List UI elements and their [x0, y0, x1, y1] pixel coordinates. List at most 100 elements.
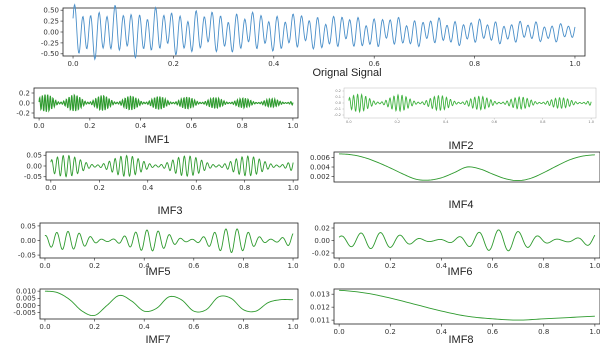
imf1-y-tick-label: -0.2: [16, 109, 30, 117]
imf1-x-tick-label: 0.8: [237, 122, 248, 130]
imf6-y-tick-label: 0.02: [314, 224, 330, 232]
imf6-x-tick-label: 0.4: [436, 262, 448, 270]
imf1-x-tick-label: 0.0: [34, 122, 45, 130]
imf4-series-line: [339, 153, 595, 182]
imf8-x-tick-label: 0.0: [334, 328, 345, 336]
imf7-y-tick-label: -0.005: [13, 309, 36, 317]
imf3-frame: [45, 151, 299, 181]
imf6-y-tick-label: 0.00: [314, 237, 330, 245]
orig-x-tick-label: 0.2: [168, 60, 179, 68]
panel-imf6: 0.0 0.2 0.4 0.6 0.8 1.0 0.02 0.00 -0.02 IMF6: [312, 222, 600, 278]
orig-title: Orignal Signal: [312, 67, 381, 79]
imf6-x-tick-label: 0.2: [385, 262, 396, 270]
orig-y-tick-label: -0.50: [41, 50, 59, 58]
imf2-y-tick-label: -0.2: [334, 113, 341, 117]
imf5-y-tick-label: 0.05: [20, 222, 36, 230]
imf5-frame: [39, 222, 299, 259]
orig-x-tick-label: 0.4: [268, 60, 280, 68]
panel-imf2: 0.0 0.2 0.4 0.6 0.8 1.0 0.2 0.1 0.0 -0.1 -0.2 IMF2: [334, 87, 597, 152]
orig-x-tick-label: 0.6: [369, 60, 381, 68]
panel-imf3: 0.0 0.2 0.4 0.6 0.8 1.0 0.05 0.00 -0.05 IMF3: [24, 151, 299, 217]
imf1-title: IMF1: [144, 134, 169, 146]
imf2-x-tick-label: 0.8: [540, 120, 546, 124]
imf1-x-tick-label: 0.4: [135, 122, 147, 130]
panel-imf5: 0.0 0.2 0.4 0.6 0.8 1.0 0.05 0.00 -0.05 IMF5: [18, 222, 299, 278]
imf8-x-tick-label: 0.4: [436, 328, 448, 336]
imf4-y-tick-label: 0.004: [310, 163, 331, 171]
imf8-x-tick-label: 0.2: [385, 328, 396, 336]
imf1-x-tick-label: 0.6: [186, 122, 198, 130]
imf2-x-tick-label: 0.2: [395, 120, 401, 124]
imf5-x-tick-label: 1.0: [287, 262, 298, 270]
orig-x-tick-label: 0.0: [67, 60, 78, 68]
imf6-frame: [333, 222, 600, 259]
imf7-x-tick-label: 1.0: [287, 323, 298, 331]
panel-imf8: 0.0 0.2 0.4 0.6 0.8 1.0 0.013 0.012 0.011 IMF8: [310, 288, 600, 346]
imf2-y-tick-label: 0.1: [335, 95, 341, 99]
imf7-series-line: [44, 290, 294, 317]
imf2-x-tick-label: 1.0: [588, 120, 594, 124]
imf5-x-tick-label: 0.4: [139, 262, 151, 270]
imf1-y-tick-label: 0.2: [19, 89, 30, 97]
orig-y-tick-label: 0.25: [43, 17, 59, 25]
imf8-y-tick-label: 0.011: [310, 317, 330, 325]
imf3-y-tick-label: -0.05: [24, 173, 42, 181]
imf6-x-tick-label: 0.8: [538, 262, 549, 270]
panel-imf1: 0.0 0.2 0.4 0.6 0.8 1.0 0.2 0.0 -0.2 IMF1: [16, 87, 298, 146]
imf1-x-tick-label: 0.2: [84, 122, 95, 130]
imf8-x-tick-label: 0.6: [487, 328, 499, 336]
imf2-title: IMF2: [448, 140, 473, 152]
imf3-y-tick-label: 0.00: [26, 162, 42, 170]
imf6-x-tick-label: 0.6: [487, 262, 499, 270]
imf4-y-tick-label: 0.002: [310, 173, 330, 181]
orig-y-tick-label: -0.25: [41, 39, 59, 47]
imf6-x-tick-label: 1.0: [589, 262, 600, 270]
imf7-y-tick-label: 0.010: [16, 288, 36, 296]
imf1-series-line: [38, 93, 294, 113]
imf5-x-tick-label: 0.8: [238, 262, 249, 270]
imf3-x-tick-label: 0.2: [94, 184, 105, 192]
imf2-y-tick-label: 0.0: [335, 101, 341, 105]
imf1-y-tick-label: 0.0: [19, 99, 30, 107]
imf8-y-tick-label: 0.013: [310, 291, 330, 299]
orig-x-tick-label: 1.0: [569, 60, 580, 68]
imf3-x-tick-label: 0.8: [239, 184, 250, 192]
orig-y-tick-label: 0.00: [43, 28, 59, 36]
imf7-x-tick-label: 0.6: [188, 323, 200, 331]
imf7-y-tick-label: 0.005: [16, 295, 36, 303]
imf3-x-tick-label: 0.4: [142, 184, 154, 192]
imf5-series-line: [44, 228, 294, 253]
imf3-series-line: [50, 154, 294, 178]
imf7-x-tick-label: 0.2: [89, 323, 100, 331]
imf2-x-tick-label: 0.0: [346, 120, 352, 124]
imf3-title: IMF3: [157, 205, 182, 217]
imf6-title: IMF6: [447, 266, 472, 278]
imf5-x-tick-label: 0.6: [188, 262, 200, 270]
imf6-x-tick-label: 0.0: [334, 262, 345, 270]
orig-x-tick-label: 0.8: [469, 60, 480, 68]
imf5-title: IMF5: [145, 266, 170, 278]
imf7-x-tick-label: 0.8: [238, 323, 249, 331]
orig-series-line: [72, 3, 576, 61]
imf7-frame: [39, 288, 299, 320]
imf5-y-tick-label: -0.05: [18, 251, 36, 259]
imf2-y-tick-label: 0.2: [335, 89, 341, 93]
imf5-y-tick-label: 0.00: [20, 237, 36, 245]
imf7-x-tick-label: 0.4: [139, 323, 151, 331]
imf3-x-tick-label: 0.0: [45, 184, 56, 192]
imf8-y-tick-label: 0.012: [310, 304, 330, 312]
imf6-series-line: [338, 229, 596, 252]
imf5-x-tick-label: 0.0: [39, 262, 50, 270]
imf2-x-tick-label: 0.4: [443, 120, 449, 124]
orig-y-tick-label: 0.50: [43, 7, 59, 15]
imf5-x-tick-label: 0.2: [89, 262, 100, 270]
imf2-x-tick-label: 0.6: [491, 120, 497, 124]
imf8-x-tick-label: 1.0: [589, 328, 600, 336]
imf8-title: IMF8: [448, 334, 473, 346]
imf7-y-tick-label: 0.000: [16, 302, 36, 310]
imf6-y-tick-label: -0.02: [312, 249, 330, 257]
panel-orig: 0.0 0.2 0.4 0.6 0.8 1.0 0.50 0.25 0.00 -0.25 -0.50…: [41, 3, 586, 79]
